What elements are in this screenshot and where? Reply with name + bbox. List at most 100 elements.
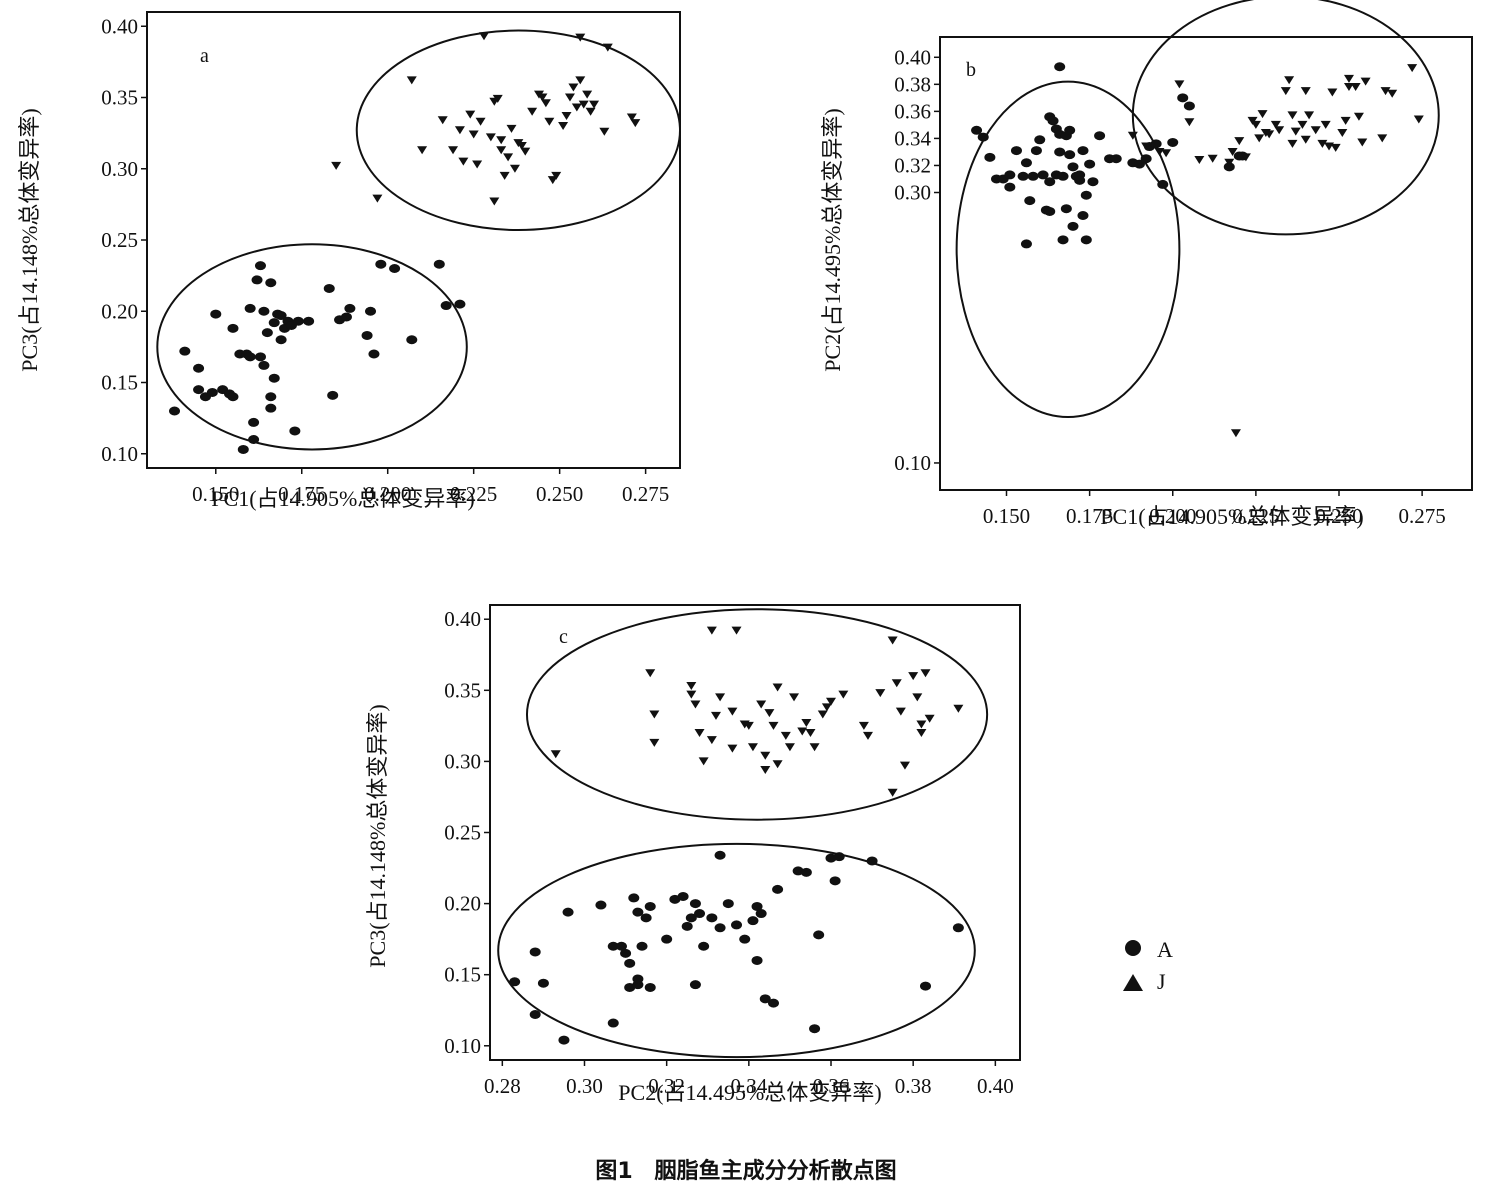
data-point-a: [1060, 204, 1072, 214]
x-tick-label: 0.275: [1399, 504, 1446, 528]
legend-label-a: A: [1157, 937, 1173, 962]
data-point-a: [1223, 162, 1235, 172]
data-point-j: [1353, 112, 1364, 121]
data-point-j: [630, 119, 641, 128]
data-point-a: [1017, 171, 1029, 181]
data-point-a: [268, 318, 280, 328]
data-point-a: [595, 900, 607, 910]
data-point-j: [454, 126, 465, 135]
data-point-j: [496, 146, 507, 155]
data-point-j: [784, 743, 795, 752]
scatter-panel-c: 0.28 0.30 0.32 0.34 0.36 0.38 0.40 0.10 0.15 0.20…: [365, 604, 1021, 1105]
x-tick-label: 0.32: [648, 1074, 685, 1098]
data-point-j: [372, 194, 383, 203]
data-point-j: [838, 690, 849, 699]
data-point-j: [797, 727, 808, 736]
data-point-j: [1284, 76, 1295, 85]
data-point-j: [891, 679, 902, 688]
data-point-j: [1317, 139, 1328, 148]
data-point-j: [690, 700, 701, 709]
data-point-a: [1077, 210, 1089, 220]
y-tick-label: 0.25: [444, 821, 481, 845]
data-point-j: [1290, 127, 1301, 136]
data-point-j: [448, 146, 459, 155]
x-tick-label: 0.175: [278, 482, 325, 506]
x-axis-label: PC1(占14.905%总体变异率): [211, 486, 474, 511]
data-point-a: [685, 913, 697, 923]
data-point-j: [478, 32, 489, 41]
data-point-a: [813, 930, 825, 940]
data-point-a: [1064, 125, 1076, 135]
data-point-j: [558, 122, 569, 130]
data-point-j: [706, 736, 717, 745]
data-point-a: [792, 866, 804, 876]
data-point-a: [984, 152, 996, 162]
data-point-j: [887, 636, 898, 645]
data-point-a: [1047, 116, 1059, 126]
data-point-j: [1407, 64, 1418, 73]
data-point-j: [540, 99, 551, 108]
x-tick-label: 0.36: [813, 1074, 850, 1098]
x-tick-label: 0.150: [983, 504, 1030, 528]
data-point-a: [193, 363, 205, 373]
data-point-a: [722, 899, 734, 909]
data-point-j: [503, 153, 514, 162]
data-point-j: [578, 100, 589, 109]
y-tick-label: 0.10: [444, 1034, 481, 1058]
x-tick-label: 0.38: [895, 1074, 932, 1098]
y-axis-label: PC3(占14.148%总体变异率): [17, 108, 42, 371]
data-point-j: [1340, 116, 1351, 125]
data-point-a: [689, 980, 701, 990]
data-point-j: [1287, 139, 1298, 148]
data-point-a: [440, 301, 452, 311]
data-point-j: [908, 672, 919, 681]
data-point-a: [1067, 221, 1079, 231]
data-point-j: [760, 751, 771, 760]
data-point-a: [261, 328, 273, 338]
y-tick-label: 0.35: [444, 678, 481, 702]
group-ellipse-a: [955, 80, 1181, 418]
y-tick-label: 0.20: [101, 299, 138, 323]
x-tick-label: 0.200: [364, 482, 411, 506]
data-point-a: [292, 316, 304, 326]
data-point-j: [1343, 74, 1354, 83]
data-point-a: [303, 316, 315, 326]
data-point-a: [206, 387, 218, 397]
data-point-a: [661, 934, 673, 944]
figure-caption: 图1 胭脂鱼主成分分析散点图: [595, 1158, 896, 1184]
data-point-a: [327, 390, 339, 400]
group-ellipse-j: [355, 29, 681, 232]
data-point-a: [340, 312, 352, 322]
x-axis-label: PC2(占14.495%总体变异率): [618, 1080, 881, 1105]
data-point-j: [1234, 137, 1245, 146]
data-point-a: [248, 435, 260, 444]
data-point-j: [561, 112, 572, 121]
data-point-a: [755, 909, 767, 919]
data-point-a: [632, 907, 644, 917]
data-point-a: [1077, 146, 1089, 156]
y-tick-label: 0.30: [894, 181, 931, 205]
data-point-j: [1287, 111, 1298, 120]
data-point-a: [1150, 139, 1162, 149]
data-point-j: [1264, 130, 1275, 139]
data-point-j: [564, 93, 575, 102]
data-point-j: [575, 76, 586, 85]
data-point-a: [237, 444, 249, 454]
data-point-a: [833, 852, 845, 862]
data-point-j: [485, 133, 496, 142]
legend: A J: [1123, 937, 1173, 994]
data-point-j: [1174, 80, 1185, 89]
data-point-j: [895, 707, 906, 716]
data-point-a: [265, 278, 277, 288]
data-point-j: [1254, 134, 1265, 143]
data-point-a: [433, 259, 445, 269]
data-point-j: [626, 113, 637, 122]
data-point-a: [254, 261, 266, 271]
data-point-a: [1084, 159, 1096, 169]
data-point-j: [826, 697, 837, 706]
data-point-j: [1257, 110, 1268, 119]
data-point-a: [952, 923, 964, 933]
data-point-j: [1161, 149, 1172, 158]
data-point-a: [689, 899, 701, 909]
data-point-a: [258, 306, 270, 316]
